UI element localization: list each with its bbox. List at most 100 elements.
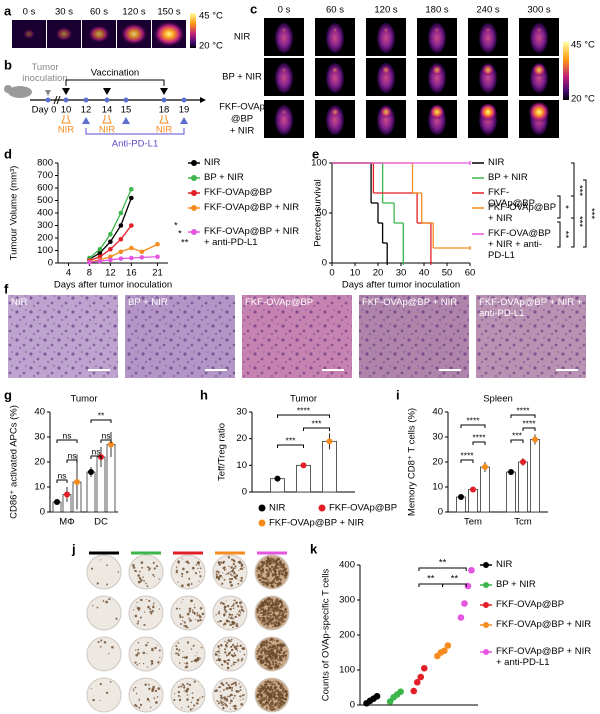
bar-dot [532, 436, 538, 443]
spot [223, 566, 226, 569]
spot [219, 701, 222, 704]
spot [273, 694, 275, 696]
spot [227, 695, 229, 698]
spot [227, 556, 231, 559]
spot [270, 681, 273, 684]
legend-dot [258, 504, 266, 512]
spot [239, 699, 241, 701]
time-label: 240 s [476, 5, 499, 16]
spot [261, 686, 265, 690]
bar-dot [108, 441, 114, 448]
antibody-bracket [85, 128, 185, 135]
spot [231, 568, 234, 572]
y-tick-label: 700 [37, 170, 53, 181]
significance: *** [286, 435, 297, 445]
spot [231, 613, 234, 616]
histology-texture [125, 295, 235, 378]
spot [283, 655, 286, 657]
spot [100, 639, 103, 642]
spot [137, 574, 141, 577]
spot [276, 606, 280, 610]
day-dot [104, 97, 110, 103]
spot [260, 699, 263, 702]
time-label: 120 s [374, 5, 397, 16]
time-label: 150 s [157, 7, 180, 18]
spot [257, 657, 261, 661]
spot [278, 649, 281, 652]
data-point [468, 566, 475, 574]
spot [269, 683, 271, 685]
spot [102, 600, 105, 602]
spot [231, 643, 235, 647]
spot [279, 606, 282, 609]
spot [194, 618, 196, 621]
spot [284, 567, 288, 571]
significance-bracket [522, 427, 536, 431]
x-tick-label: 12 [105, 268, 116, 279]
spot [223, 569, 226, 571]
spot [175, 607, 178, 610]
spot [269, 689, 272, 692]
spot [181, 683, 184, 686]
mouse-body [326, 23, 344, 53]
spot [227, 683, 230, 687]
spot [177, 690, 181, 694]
vaccine-marker [103, 88, 111, 95]
mouse-body [530, 23, 548, 53]
spot [92, 698, 95, 702]
spot [230, 558, 234, 561]
spot [277, 566, 280, 570]
colorbar [190, 13, 196, 48]
spot [230, 689, 233, 692]
spot [234, 599, 236, 602]
data-point [417, 673, 425, 681]
spot [271, 644, 273, 646]
spot [270, 561, 272, 564]
heat-spot [383, 27, 389, 33]
spot [154, 646, 157, 650]
spot [179, 685, 182, 687]
spot [134, 569, 137, 573]
significance-bracket [472, 441, 486, 445]
spot [279, 684, 283, 687]
spot [190, 583, 193, 585]
spot [235, 601, 237, 604]
spot [149, 610, 152, 614]
heat-spot [379, 105, 393, 119]
spot [146, 697, 149, 700]
spot [270, 598, 272, 601]
time-label: 0 s [278, 5, 291, 16]
spot [232, 663, 235, 666]
spot [265, 690, 268, 692]
spot [193, 606, 196, 609]
spot [268, 703, 271, 707]
x-tick-label: 20 [373, 268, 384, 279]
spot [150, 706, 152, 709]
significance-bracket [460, 424, 486, 428]
spot [136, 601, 138, 604]
significance: *** [512, 430, 523, 440]
bar [86, 471, 96, 513]
spot [227, 604, 229, 606]
bar-dot [520, 459, 526, 465]
spot [179, 614, 181, 617]
spot [259, 655, 261, 657]
spot [277, 575, 280, 578]
legend-label: BP + NIR [488, 172, 528, 183]
y-tick-label: 0 [242, 487, 247, 498]
spot [282, 620, 285, 623]
spot [229, 640, 232, 643]
spot [269, 666, 273, 670]
panel-label: h [200, 387, 208, 402]
spot [216, 650, 218, 653]
data-point [108, 231, 113, 237]
spot [271, 664, 273, 666]
time-label: 120 s [122, 7, 145, 18]
spot [270, 657, 274, 661]
y-tick-label: 0 [322, 258, 327, 269]
spot [138, 576, 142, 580]
spot [277, 600, 281, 604]
spot [260, 607, 262, 609]
x-axis-label: Days after tumor inoculation [54, 280, 172, 291]
spot [195, 655, 197, 657]
